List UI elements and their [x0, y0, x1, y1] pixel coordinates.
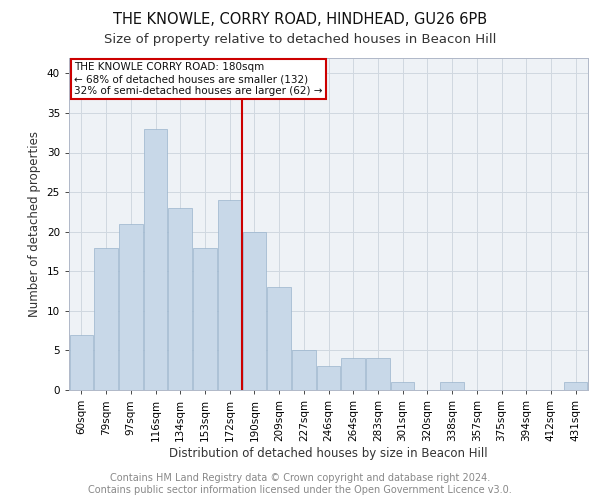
Bar: [366, 358, 389, 390]
Y-axis label: Number of detached properties: Number of detached properties: [28, 130, 41, 317]
Text: THE KNOWLE CORRY ROAD: 180sqm
← 68% of detached houses are smaller (132)
32% of : THE KNOWLE CORRY ROAD: 180sqm ← 68% of d…: [74, 62, 323, 96]
Bar: [169, 208, 192, 390]
Bar: [292, 350, 316, 390]
Text: Contains HM Land Registry data © Crown copyright and database right 2024.
Contai: Contains HM Land Registry data © Crown c…: [88, 474, 512, 495]
Bar: [564, 382, 587, 390]
Bar: [70, 334, 93, 390]
Bar: [341, 358, 365, 390]
Bar: [218, 200, 241, 390]
Bar: [317, 366, 340, 390]
X-axis label: Distribution of detached houses by size in Beacon Hill: Distribution of detached houses by size …: [169, 446, 488, 460]
Bar: [193, 248, 217, 390]
Bar: [144, 128, 167, 390]
Bar: [268, 287, 291, 390]
Bar: [119, 224, 143, 390]
Text: THE KNOWLE, CORRY ROAD, HINDHEAD, GU26 6PB: THE KNOWLE, CORRY ROAD, HINDHEAD, GU26 6…: [113, 12, 487, 28]
Text: Size of property relative to detached houses in Beacon Hill: Size of property relative to detached ho…: [104, 32, 496, 46]
Bar: [242, 232, 266, 390]
Bar: [440, 382, 464, 390]
Bar: [391, 382, 415, 390]
Bar: [94, 248, 118, 390]
